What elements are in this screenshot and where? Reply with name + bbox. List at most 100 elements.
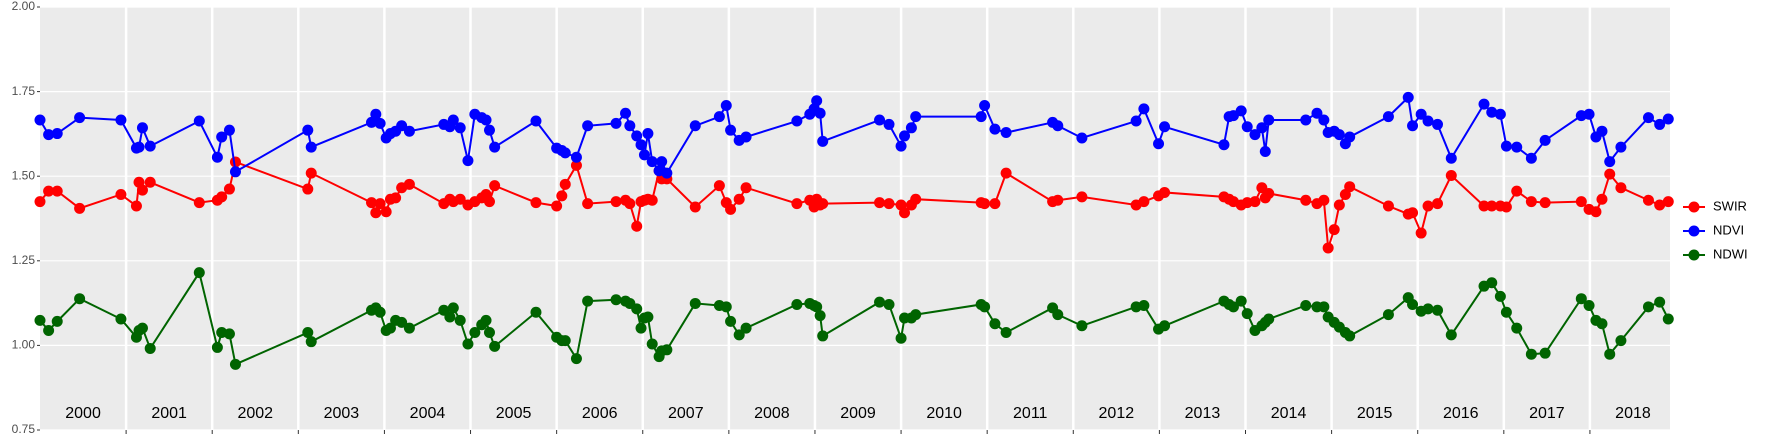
- point: [610, 294, 622, 306]
- point: [791, 198, 803, 210]
- point: [910, 309, 922, 321]
- point: [1235, 105, 1247, 117]
- point: [480, 314, 492, 326]
- point: [1159, 121, 1171, 133]
- point: [1494, 108, 1506, 120]
- point: [462, 338, 474, 350]
- point: [489, 340, 501, 352]
- point: [582, 120, 594, 132]
- point: [1539, 197, 1551, 209]
- point: [115, 313, 127, 325]
- point: [1153, 138, 1165, 150]
- point: [1654, 118, 1666, 130]
- point: [1575, 293, 1587, 305]
- point: [733, 329, 745, 341]
- point: [979, 301, 991, 313]
- point: [302, 183, 314, 195]
- point: [374, 117, 386, 129]
- point: [1256, 122, 1268, 134]
- point: [454, 122, 466, 134]
- point: [635, 139, 647, 151]
- point: [1662, 313, 1674, 325]
- point: [811, 301, 823, 313]
- point: [51, 315, 63, 327]
- point: [1486, 200, 1498, 212]
- point: [216, 131, 228, 143]
- point: [193, 197, 205, 209]
- point: [469, 327, 481, 339]
- legend-marker: [1688, 201, 1700, 213]
- point: [380, 206, 392, 218]
- legend-label: NDWI: [1713, 246, 1748, 261]
- point: [1311, 107, 1323, 119]
- point: [1344, 330, 1356, 342]
- point: [1486, 277, 1498, 289]
- point: [1300, 299, 1312, 311]
- point: [1478, 98, 1490, 110]
- point: [1432, 198, 1444, 210]
- point: [1642, 301, 1654, 313]
- point: [489, 141, 501, 153]
- point: [740, 322, 752, 334]
- point: [403, 322, 415, 334]
- point: [1249, 196, 1261, 208]
- point: [989, 198, 1001, 210]
- point: [447, 302, 459, 314]
- point: [740, 131, 752, 143]
- point: [817, 135, 829, 147]
- point: [302, 124, 314, 136]
- point: [1511, 185, 1523, 197]
- point: [1511, 141, 1523, 153]
- point: [874, 114, 886, 126]
- point: [1263, 114, 1275, 126]
- point: [689, 120, 701, 132]
- year-label: 2005: [496, 405, 532, 422]
- point: [1445, 329, 1457, 341]
- point: [1344, 131, 1356, 143]
- point: [1654, 296, 1666, 308]
- point: [390, 192, 402, 204]
- point: [1328, 224, 1340, 236]
- point: [559, 178, 571, 190]
- point: [1263, 313, 1275, 325]
- point: [1642, 194, 1654, 206]
- point: [1511, 322, 1523, 334]
- point: [725, 315, 737, 327]
- point: [1076, 191, 1088, 203]
- point: [1300, 194, 1312, 206]
- panel: [40, 7, 1670, 430]
- point: [910, 193, 922, 205]
- point: [899, 207, 911, 219]
- point: [115, 114, 127, 126]
- point: [1159, 320, 1171, 332]
- point: [1604, 168, 1616, 180]
- point: [1415, 227, 1427, 239]
- point: [905, 122, 917, 134]
- point: [447, 114, 459, 126]
- point: [34, 196, 46, 208]
- point: [582, 295, 594, 307]
- point: [725, 124, 737, 136]
- year-label: 2004: [410, 405, 446, 422]
- point: [1318, 194, 1330, 206]
- point: [34, 114, 46, 126]
- point: [740, 182, 752, 194]
- point: [1432, 304, 1444, 316]
- point: [1000, 327, 1012, 339]
- year-label: 2015: [1357, 405, 1393, 422]
- point: [1662, 196, 1674, 208]
- point: [305, 167, 317, 179]
- point: [910, 111, 922, 123]
- point: [444, 311, 456, 323]
- point: [791, 298, 803, 310]
- point: [34, 314, 46, 326]
- point: [211, 341, 223, 353]
- y-tick-label: 2.00: [12, 0, 36, 13]
- point: [1445, 170, 1457, 182]
- point: [559, 335, 571, 347]
- point: [403, 125, 415, 137]
- point: [725, 203, 737, 215]
- y-tick-label: 1.00: [12, 338, 36, 352]
- year-label: 2000: [65, 405, 101, 422]
